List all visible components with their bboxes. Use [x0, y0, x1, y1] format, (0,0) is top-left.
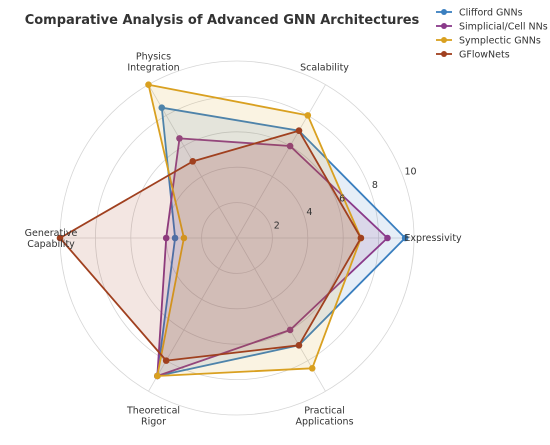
axis-label: Practical Applications: [295, 405, 353, 427]
legend-label: Simplicial/Cell NNs: [459, 22, 548, 33]
data-point: [357, 234, 365, 242]
tick-label: 2: [274, 220, 280, 231]
data-point: [304, 112, 312, 119]
data-point: [401, 234, 409, 242]
legend-marker: [441, 23, 447, 29]
data-point: [286, 142, 294, 150]
data-point: [180, 234, 188, 242]
axis-label: Scalability: [300, 63, 349, 74]
legend-label: Symplectic GNNs: [459, 36, 541, 47]
data-point: [286, 326, 294, 334]
series-area: [157, 138, 388, 376]
data-point: [158, 104, 166, 112]
data-point: [308, 364, 316, 372]
grid-spoke: [148, 237, 238, 392]
data-point: [154, 372, 161, 380]
legend-marker: [441, 51, 447, 57]
axis-labels: Expressivity Scalability Physics Integratio…: [25, 52, 462, 428]
legend-label: Clifford GNNs: [459, 8, 523, 19]
tick-label: 8: [372, 180, 378, 191]
data-point: [171, 234, 179, 242]
series-area: [60, 130, 361, 361]
series-layer: [56, 81, 409, 380]
data-point: [56, 234, 64, 242]
data-point: [162, 234, 170, 242]
data-point: [295, 127, 303, 134]
axis-label: Theoretical Rigor: [126, 405, 180, 427]
grid-spoke: [236, 84, 326, 239]
legend: Clifford GNNs Simplicial/Cell NNs Symplect…: [436, 8, 548, 61]
data-point: [162, 357, 170, 364]
legend-marker: [441, 9, 447, 15]
legend-label: GFlowNets: [459, 50, 510, 61]
tick-label: 10: [405, 166, 417, 177]
series-area: [157, 107, 406, 376]
legend-marker: [441, 37, 447, 43]
tick-label: 6: [339, 193, 345, 204]
series-area: [148, 84, 361, 376]
data-point: [189, 158, 197, 165]
data-point: [145, 81, 152, 89]
data-point: [295, 342, 303, 349]
data-point: [176, 135, 183, 142]
axis-label: Expressivity: [404, 233, 462, 244]
radial-ticks: 2 4 6 8 10: [274, 166, 417, 231]
data-point: [384, 234, 391, 242]
axis-label: Physics Integration: [127, 52, 179, 74]
chart-title: Comparative Analysis of Advanced GNN Arc…: [25, 13, 420, 28]
tick-label: 4: [306, 207, 312, 218]
axis-label: Generative Capability: [25, 228, 78, 250]
